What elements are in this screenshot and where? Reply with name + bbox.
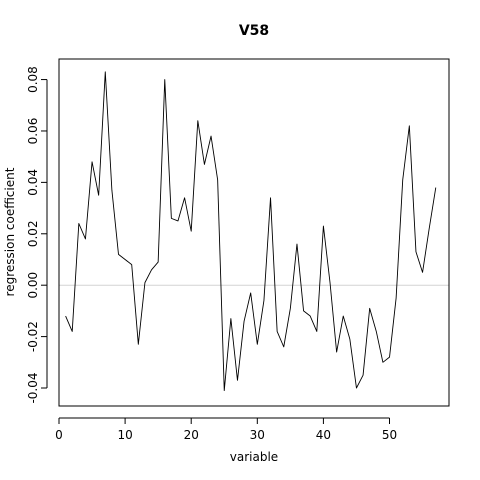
y-tick-label: 0.08 [26,66,40,93]
y-tick-label: 0.04 [26,169,40,196]
x-tick-label: 50 [382,428,397,442]
plot-frame [58,58,450,407]
plot-area [58,58,450,407]
x-axis: 0 10 20 30 40 50 [55,417,397,442]
x-tick-label: 0 [55,428,63,442]
y-tick-label: 0.06 [26,118,40,145]
y-tick-label: -0.04 [26,372,40,403]
series-line [65,71,437,392]
y-axis-label: regression coefficient [3,167,17,296]
x-axis-label: variable [230,450,278,464]
y-tick-label: -0.02 [26,321,40,352]
x-tick-label: 20 [184,428,199,442]
x-tick-label: 40 [316,428,331,442]
y-axis: -0.04 -0.02 0.00 0.02 0.04 0.06 0.08 [26,66,48,404]
x-tick-label: 30 [250,428,265,442]
y-tick-label: 0.00 [26,272,40,299]
x-tick-label: 10 [117,428,132,442]
chart-title: V58 [239,23,269,39]
y-tick-label: 0.02 [26,220,40,247]
